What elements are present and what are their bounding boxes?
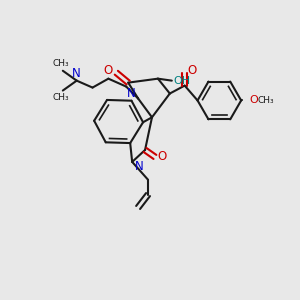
Text: CH₃: CH₃ — [52, 93, 69, 102]
Text: O: O — [187, 64, 196, 77]
Text: CH₃: CH₃ — [52, 59, 69, 68]
Text: N: N — [72, 67, 81, 80]
Text: O: O — [104, 64, 113, 77]
Text: O: O — [157, 150, 167, 164]
Text: N: N — [127, 87, 136, 100]
Text: O: O — [250, 95, 258, 106]
Text: OH: OH — [173, 76, 190, 85]
Text: CH₃: CH₃ — [258, 96, 274, 105]
Text: N: N — [135, 160, 143, 173]
